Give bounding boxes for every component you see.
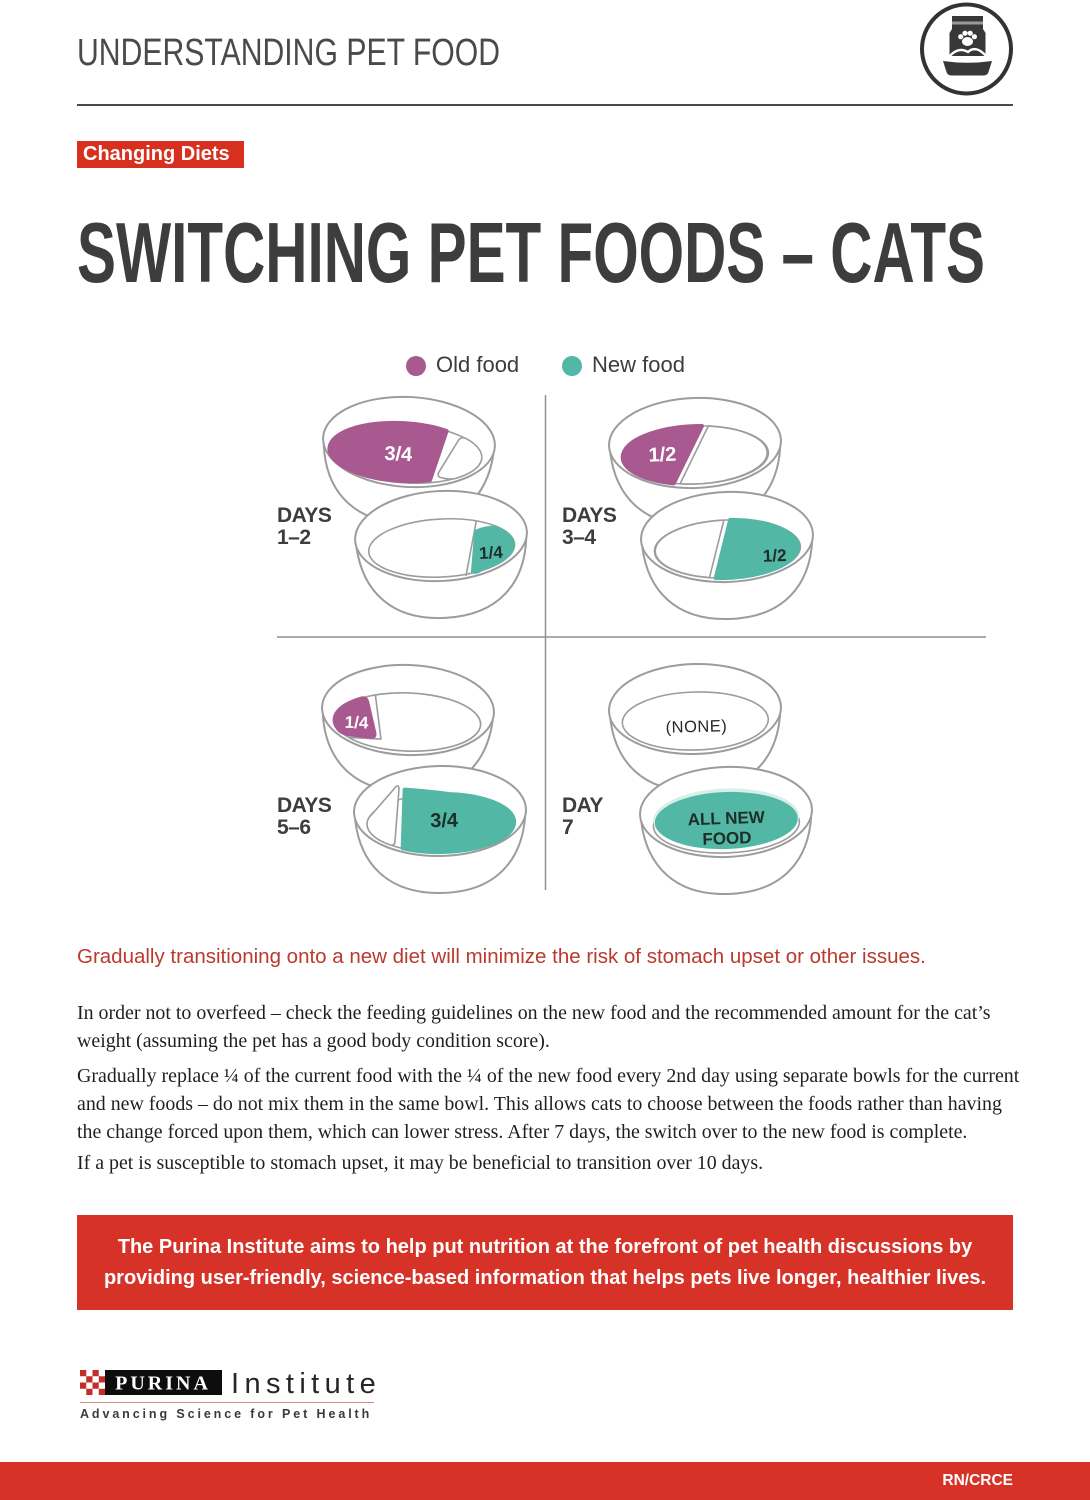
svg-text:DAYS: DAYS xyxy=(277,504,332,527)
svg-text:7: 7 xyxy=(562,816,573,839)
svg-text:3/4: 3/4 xyxy=(384,443,414,466)
svg-text:(NONE): (NONE) xyxy=(665,717,727,737)
svg-text:1–2: 1–2 xyxy=(277,526,311,549)
svg-text:DAYS: DAYS xyxy=(277,794,332,817)
svg-text:ALL NEW: ALL NEW xyxy=(687,808,766,830)
svg-text:UNDERSTANDING PET FOOD: UNDERSTANDING PET FOOD xyxy=(77,32,500,74)
svg-text:3–4: 3–4 xyxy=(562,526,596,549)
svg-text:DAY: DAY xyxy=(562,794,603,817)
svg-text:5–6: 5–6 xyxy=(277,816,311,839)
svg-text:3/4: 3/4 xyxy=(430,810,459,832)
svg-text:1/2: 1/2 xyxy=(763,546,787,566)
svg-text:FOOD: FOOD xyxy=(702,828,752,849)
svg-text:SWITCHING PET FOODS – CATS: SWITCHING PET FOODS – CATS xyxy=(77,208,985,301)
svg-text:PURINA: PURINA xyxy=(115,1373,211,1395)
svg-text:1/4: 1/4 xyxy=(479,543,504,563)
svg-text:1/2: 1/2 xyxy=(648,444,677,467)
svg-text:1/4: 1/4 xyxy=(344,713,369,733)
svg-text:DAYS: DAYS xyxy=(562,504,617,527)
